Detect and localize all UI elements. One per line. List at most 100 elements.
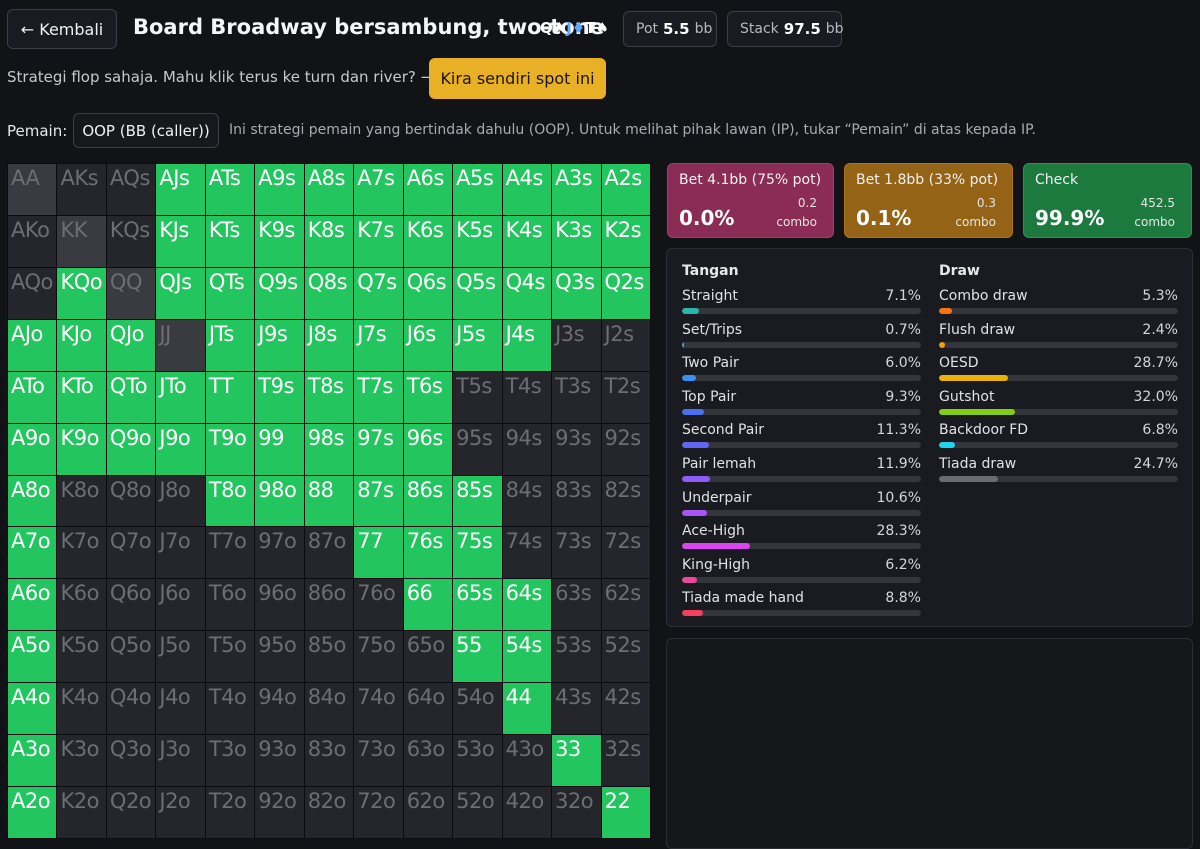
range-cell[interactable]: T2s	[601, 371, 650, 423]
range-cell[interactable]: A2s	[601, 164, 650, 215]
range-cell[interactable]: 83o	[304, 735, 354, 787]
range-cell[interactable]: KJs	[156, 215, 205, 267]
range-cell[interactable]: 44	[502, 683, 552, 735]
range-cell[interactable]: QJs	[156, 267, 205, 319]
range-cell[interactable]: 96s	[403, 423, 453, 475]
calculate-spot-button[interactable]: Kira sendiri spot ini	[429, 58, 606, 99]
range-cell[interactable]: QQ	[106, 267, 156, 319]
range-cell[interactable]: A4o	[8, 683, 57, 735]
range-cell[interactable]: 73s	[552, 527, 601, 579]
range-cell[interactable]: Q9s	[255, 267, 304, 319]
range-cell[interactable]: ATo	[8, 371, 57, 423]
range-cell[interactable]: T9o	[205, 423, 255, 475]
range-cell[interactable]: T3s	[552, 371, 601, 423]
range-cell[interactable]: T3o	[205, 735, 255, 787]
back-button[interactable]: ← Kembali	[7, 9, 117, 49]
range-cell[interactable]: A4s	[502, 164, 552, 215]
range-cell[interactable]: A2o	[8, 787, 57, 838]
range-cell[interactable]: A3s	[552, 164, 601, 215]
range-cell[interactable]: 42s	[601, 683, 650, 735]
range-cell[interactable]: J3o	[156, 735, 205, 787]
range-cell[interactable]: K6o	[57, 579, 106, 631]
range-cell[interactable]: K5s	[453, 215, 502, 267]
range-cell[interactable]: 55	[453, 631, 502, 683]
range-cell[interactable]: JTo	[156, 371, 205, 423]
range-cell[interactable]: K3o	[57, 735, 106, 787]
range-cell[interactable]: 94o	[255, 683, 304, 735]
range-cell[interactable]: Q8o	[106, 475, 156, 527]
range-cell[interactable]: ATs	[205, 164, 255, 215]
range-cell[interactable]: 73o	[354, 735, 403, 787]
range-cell[interactable]: 75o	[354, 631, 403, 683]
range-cell[interactable]: QJo	[106, 319, 156, 371]
range-cell[interactable]: T5s	[453, 371, 502, 423]
range-cell[interactable]: K6s	[403, 215, 453, 267]
range-cell[interactable]: T8s	[304, 371, 354, 423]
range-cell[interactable]: KJo	[57, 319, 106, 371]
range-cell[interactable]: 33	[552, 735, 601, 787]
range-cell[interactable]: Q3o	[106, 735, 156, 787]
range-cell[interactable]: J2o	[156, 787, 205, 838]
range-cell[interactable]: 74s	[502, 527, 552, 579]
range-cell[interactable]: A3o	[8, 735, 57, 787]
range-cell[interactable]: 96o	[255, 579, 304, 631]
range-cell[interactable]: AJo	[8, 319, 57, 371]
range-cell[interactable]: T4o	[205, 683, 255, 735]
range-cell[interactable]: 66	[403, 579, 453, 631]
range-cell[interactable]: Q3s	[552, 267, 601, 319]
range-cell[interactable]: 72s	[601, 527, 650, 579]
range-cell[interactable]: J8s	[304, 319, 354, 371]
range-cell[interactable]: 62s	[601, 579, 650, 631]
range-cell[interactable]: T8o	[205, 475, 255, 527]
range-cell[interactable]: J9o	[156, 423, 205, 475]
range-cell[interactable]: 85s	[453, 475, 502, 527]
range-cell[interactable]: KTo	[57, 371, 106, 423]
range-cell[interactable]: Q7o	[106, 527, 156, 579]
range-cell[interactable]: 98o	[255, 475, 304, 527]
range-cell[interactable]: J2s	[601, 319, 650, 371]
range-cell[interactable]: 65o	[403, 631, 453, 683]
range-cell[interactable]: JJ	[156, 319, 205, 371]
range-cell[interactable]: 32o	[552, 787, 601, 838]
range-cell[interactable]: 72o	[354, 787, 403, 838]
range-cell[interactable]: 76o	[354, 579, 403, 631]
range-cell[interactable]: A6o	[8, 579, 57, 631]
range-cell[interactable]: K8s	[304, 215, 354, 267]
range-cell[interactable]: 99	[255, 423, 304, 475]
range-cell[interactable]: 95s	[453, 423, 502, 475]
range-cell[interactable]: 75s	[453, 527, 502, 579]
range-cell[interactable]: TT	[205, 371, 255, 423]
range-cell[interactable]: K9o	[57, 423, 106, 475]
range-cell[interactable]: K4s	[502, 215, 552, 267]
range-cell[interactable]: A5o	[8, 631, 57, 683]
range-cell[interactable]: A5s	[453, 164, 502, 215]
range-cell[interactable]: 74o	[354, 683, 403, 735]
range-cell[interactable]: 87o	[304, 527, 354, 579]
range-cell[interactable]: 43s	[552, 683, 601, 735]
range-cell[interactable]: KQs	[106, 215, 156, 267]
range-cell[interactable]: 86o	[304, 579, 354, 631]
range-cell[interactable]: 63s	[552, 579, 601, 631]
range-cell[interactable]: T7s	[354, 371, 403, 423]
range-cell[interactable]: J3s	[552, 319, 601, 371]
range-cell[interactable]: 98s	[304, 423, 354, 475]
range-cell[interactable]: J6s	[403, 319, 453, 371]
range-cell[interactable]: Q7s	[354, 267, 403, 319]
range-cell[interactable]: K8o	[57, 475, 106, 527]
range-cell[interactable]: 77	[354, 527, 403, 579]
range-cell[interactable]: K4o	[57, 683, 106, 735]
range-cell[interactable]: AJs	[156, 164, 205, 215]
range-cell[interactable]: 22	[601, 787, 650, 838]
range-cell[interactable]: 87s	[354, 475, 403, 527]
range-cell[interactable]: T9s	[255, 371, 304, 423]
range-cell[interactable]: 92s	[601, 423, 650, 475]
range-cell[interactable]: Q5o	[106, 631, 156, 683]
range-cell[interactable]: 97o	[255, 527, 304, 579]
range-cell[interactable]: JTs	[205, 319, 255, 371]
range-cell[interactable]: KQo	[57, 267, 106, 319]
range-cell[interactable]: 54s	[502, 631, 552, 683]
range-cell[interactable]: Q5s	[453, 267, 502, 319]
range-cell[interactable]: AKo	[8, 215, 57, 267]
range-cell[interactable]: A8s	[304, 164, 354, 215]
range-cell[interactable]: J5s	[453, 319, 502, 371]
